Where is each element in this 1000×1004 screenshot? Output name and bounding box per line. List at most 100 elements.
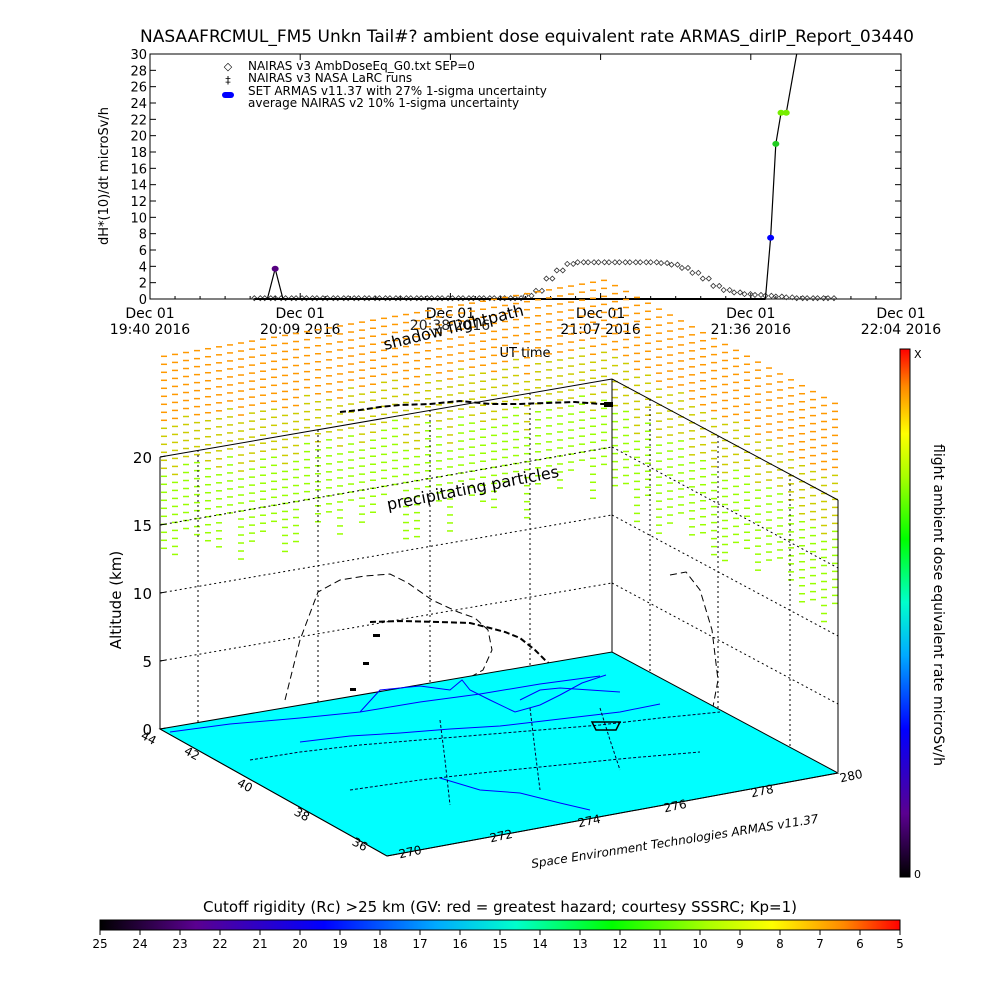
y-tick-label: 12	[130, 195, 147, 210]
rigidity-tick-label: 9	[736, 937, 744, 951]
nairas-diamond	[716, 282, 723, 289]
rigidity-tick-label: 19	[332, 937, 347, 951]
nairas-diamond	[705, 275, 712, 282]
nairas-diamond	[507, 295, 514, 302]
timeseries-x-axis-label: UT time	[500, 346, 551, 361]
rigidity-colorbar	[99, 919, 901, 931]
nairas-diamond	[710, 282, 717, 289]
nairas-diamond	[298, 295, 306, 302]
nairas-v3-series	[251, 259, 838, 302]
nairas-diamond	[324, 295, 331, 302]
3d-grid	[159, 393, 839, 747]
altitude-tick-label: 5	[142, 653, 152, 671]
rigidity-tick-label: 16	[452, 937, 467, 951]
nairas-diamond	[553, 267, 560, 274]
rigidity-ticks: 25 24 23 22 21 20 19 18 17 16 15 14 13 12 11 10 9 8 7 6 5	[92, 930, 904, 951]
rigidity-tick-label: 21	[252, 937, 267, 951]
latitude-tick-label: 38	[292, 805, 312, 825]
nairas-diamond	[658, 260, 665, 267]
nairas-diamond	[418, 295, 425, 302]
nairas-diamond	[726, 286, 733, 294]
nairas-diamond	[549, 275, 556, 282]
rigidity-tick-label: 15	[492, 937, 507, 951]
nairas-diamond	[365, 295, 373, 302]
legend-symbol-nairas-larc: ‡	[225, 74, 231, 87]
legend-label-nairas-v3: NAIRAS v3 AmbDoseEq_G0.txt SEP=0	[248, 59, 475, 73]
x-tick-label-line2: 21:36 2016	[711, 322, 792, 338]
nairas-diamond	[543, 275, 550, 282]
nairas-diamond	[622, 259, 629, 266]
x-tick-label-line1: Dec 01	[125, 306, 174, 322]
nairas-diamond	[643, 259, 650, 266]
nairas-diamond	[261, 295, 268, 302]
nairas-diamond	[799, 295, 806, 302]
rigidity-tick-label: 13	[572, 937, 587, 951]
armas-point	[777, 109, 785, 116]
nairas-diamond	[814, 295, 821, 302]
latitude-ticks: 42 40 38 36	[182, 744, 370, 855]
nairas-diamond	[532, 287, 539, 294]
latitude-tick-label: 40	[235, 776, 255, 796]
legend-label-nairas-larc: NAIRAS v3 NASA LaRC runs	[248, 71, 412, 85]
x-tick-label-line2: 21:07 2016	[560, 322, 641, 338]
longitude-tick-label: 276	[663, 797, 688, 815]
nairas-diamond	[330, 295, 337, 302]
rigidity-tick-label: 22	[212, 937, 227, 951]
altitude-tick-mark	[159, 523, 167, 526]
rigidity-tick-label: 11	[652, 937, 667, 951]
flightpath-top	[339, 399, 612, 413]
rigidity-tick-label: 10	[692, 937, 707, 951]
rigidity-tick-label: 8	[776, 937, 784, 951]
nairas-diamond	[678, 264, 686, 272]
nairas-diamond	[772, 293, 779, 300]
nairas-diamond	[292, 295, 300, 302]
armas-point	[782, 109, 790, 116]
y-tick-label: 20	[130, 130, 147, 145]
altitude-tick-label: 15	[133, 517, 152, 535]
longitude-tick-label: 280	[839, 767, 864, 785]
longitude-tick-label: 270	[398, 843, 423, 861]
longitude-tick-label: 272	[489, 827, 514, 845]
dose-colorbar-bottom-label: 0	[914, 868, 921, 881]
nairas-diamond	[413, 295, 420, 302]
nairas-diamond	[793, 295, 800, 302]
rigidity-scale: Cutoff rigidity (Rc) >25 km (GV: red = g…	[92, 898, 903, 951]
rigidity-tick-label: 17	[412, 937, 427, 951]
y-tick-label: 10	[130, 211, 147, 226]
annotation-precipitating-particles: precipitating particles	[385, 462, 560, 514]
y-tick-label: 6	[139, 244, 147, 259]
nairas-diamond	[376, 295, 383, 302]
nairas-diamond	[288, 295, 295, 302]
nairas-diamond	[444, 295, 452, 302]
nairas-diamond	[580, 259, 587, 266]
dose-colorbar-top-label: X	[914, 348, 922, 361]
nairas-diamond	[626, 259, 633, 266]
rigidity-tick-label: 23	[172, 937, 187, 951]
nairas-diamond	[313, 295, 320, 302]
rigidity-title: Cutoff rigidity (Rc) >25 km (GV: red = g…	[203, 898, 797, 916]
x-tick-label-line1: Dec 01	[876, 306, 925, 322]
nairas-diamond	[804, 295, 811, 302]
state-borders	[249, 707, 721, 806]
x-tick-label-line1: Dec 01	[426, 306, 475, 322]
landing-marker	[590, 721, 622, 731]
y-tick-label: 30	[130, 48, 147, 63]
altitude-tick-label: 0	[142, 721, 152, 739]
nairas-diamond	[611, 259, 619, 266]
nairas-diamond	[538, 287, 545, 294]
latitude-tick-label: 36	[350, 835, 370, 855]
nairas-diamond	[720, 286, 727, 294]
nairas-diamond	[345, 295, 352, 302]
legend-symbol-nairas-v3: ◇	[224, 60, 233, 73]
nairas-diamond	[465, 295, 472, 302]
nairas-diamond	[668, 261, 675, 268]
altitude-tick-mark	[159, 455, 167, 458]
rigidity-tick-label: 25	[92, 937, 107, 951]
rigidity-tick-label: 24	[132, 937, 147, 951]
nairas-diamond	[778, 293, 785, 300]
